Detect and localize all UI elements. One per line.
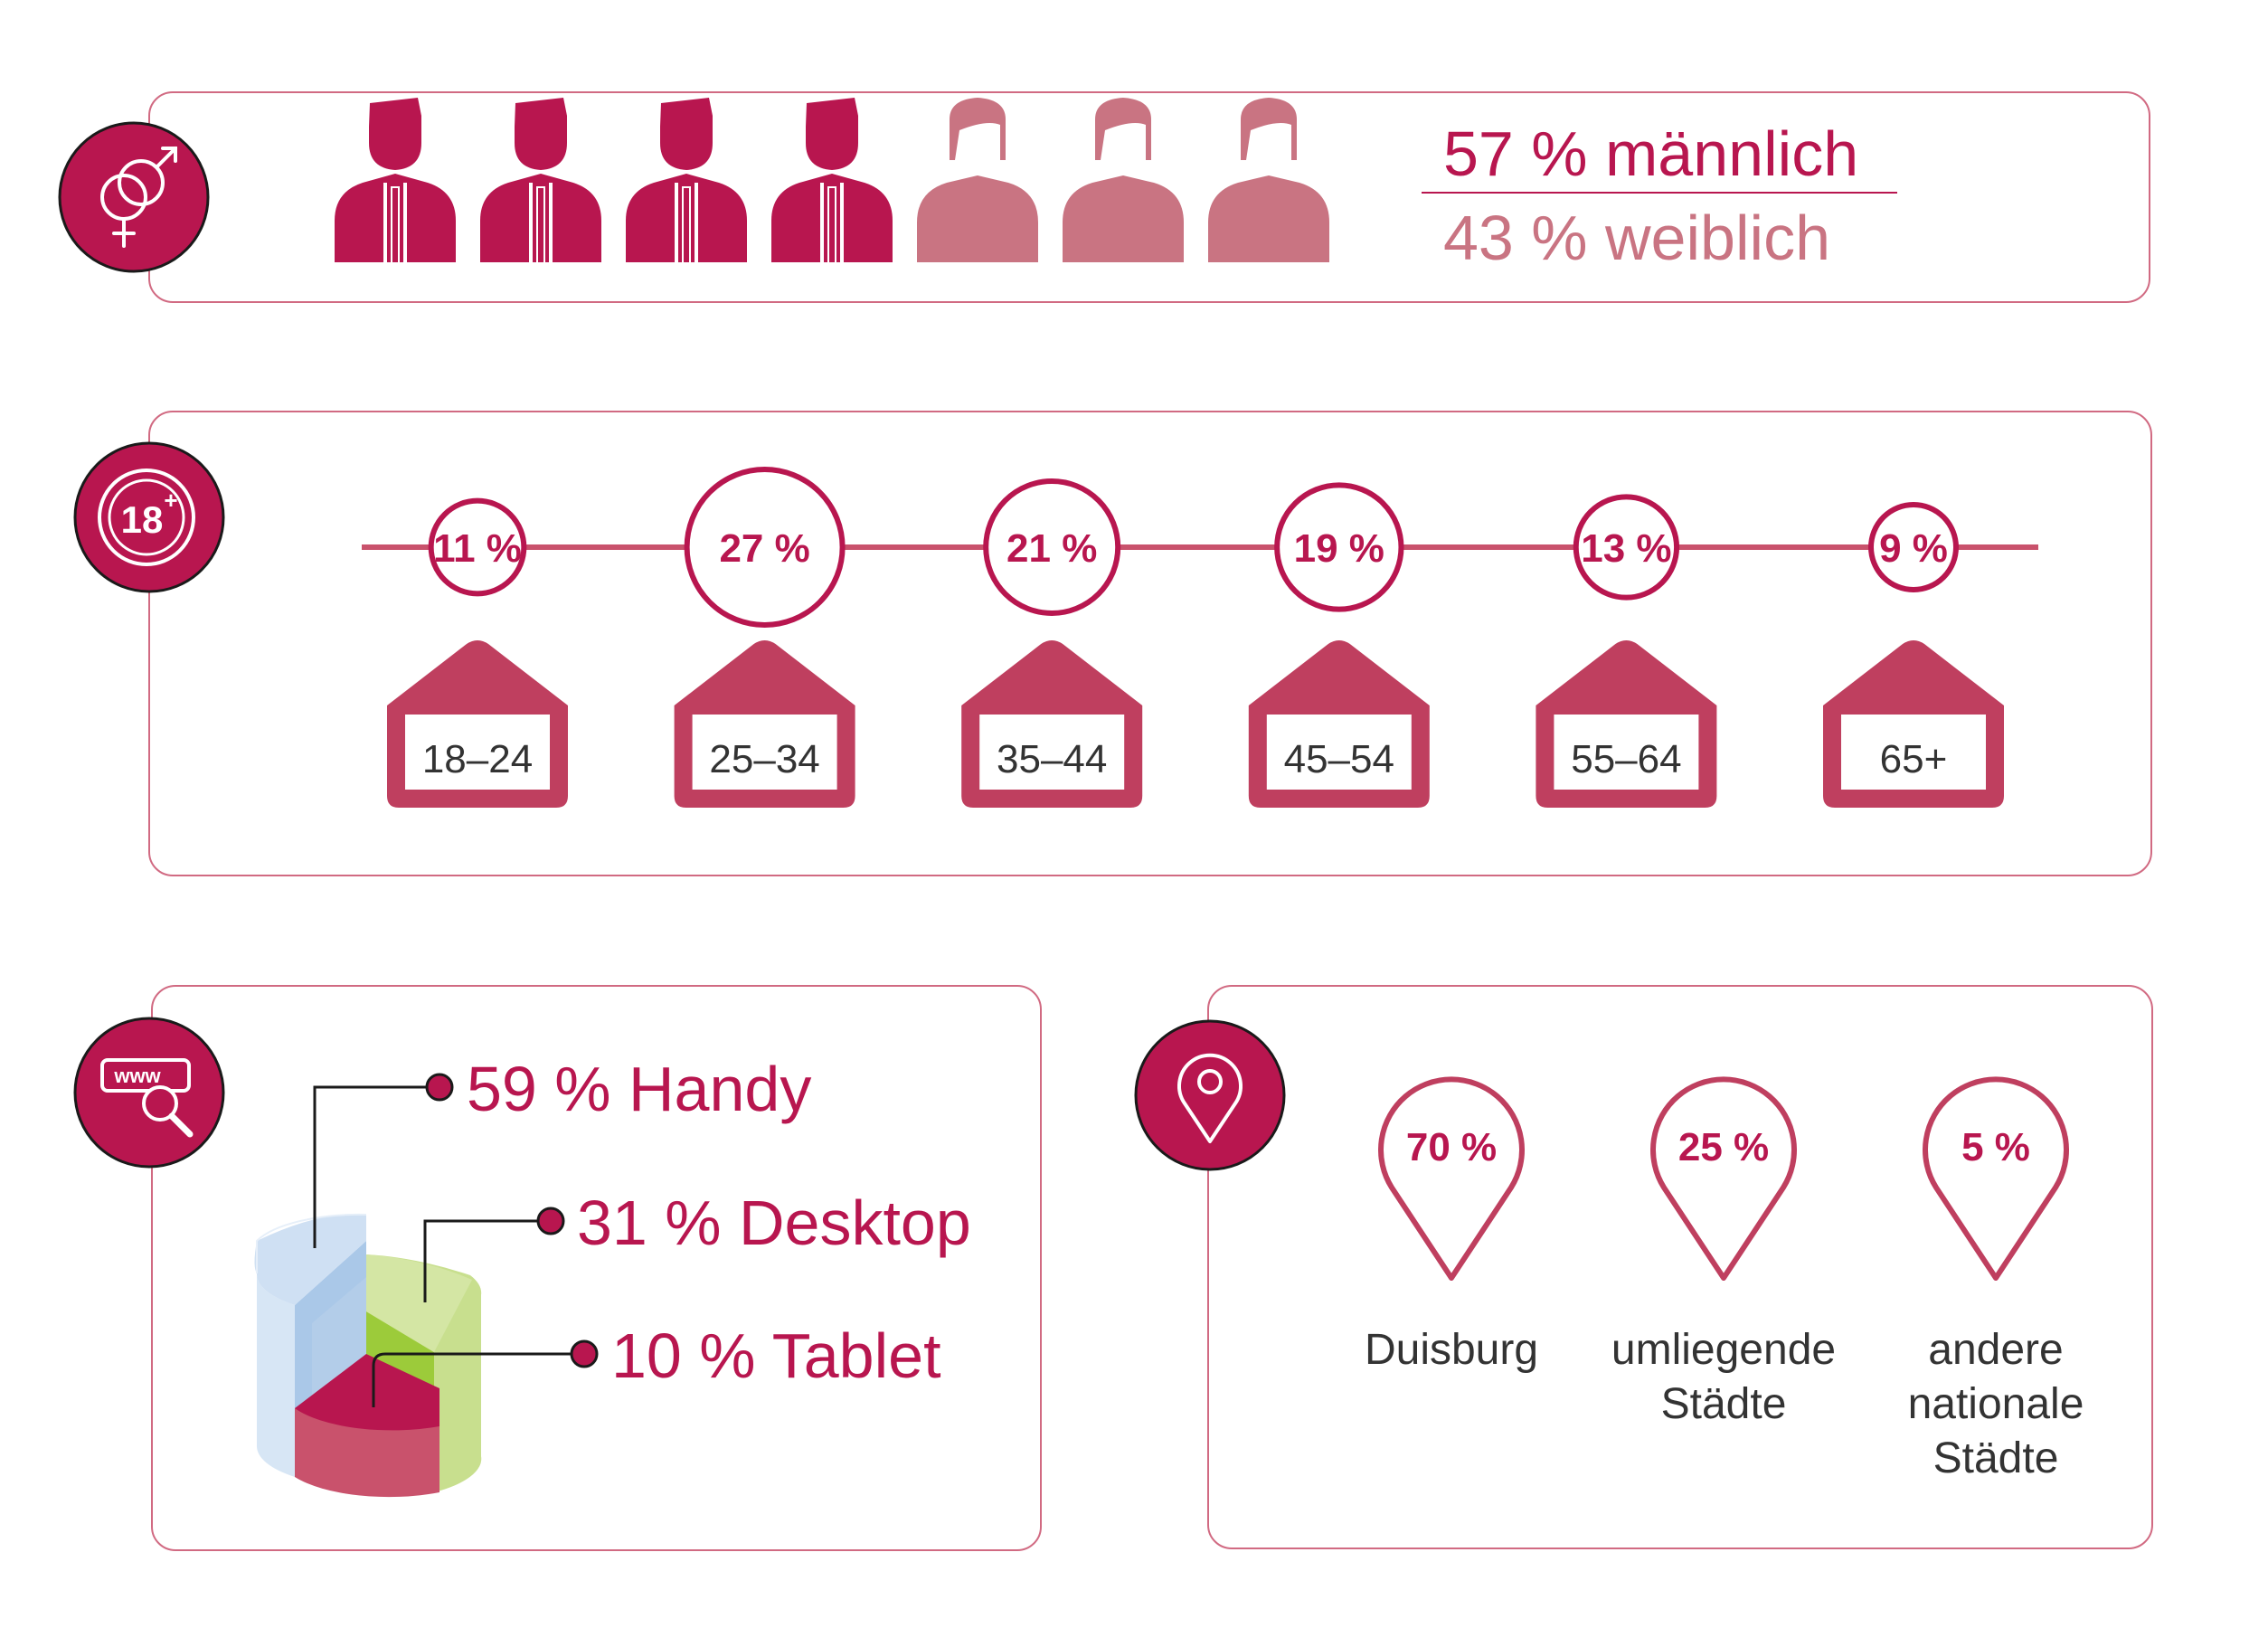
map-pin-icon	[1134, 1019, 1286, 1171]
age-group: 21 % 35–44	[961, 478, 1143, 808]
age-group: 27 % 25–34	[674, 467, 855, 808]
age-tag-window	[1554, 715, 1699, 790]
tablet-label: 10 % Tablet	[611, 1320, 941, 1391]
leader-line-tablet	[372, 1352, 581, 1407]
age-tag-window	[692, 715, 837, 790]
age-range-label: 65+	[1880, 737, 1948, 781]
age-range-label: 45–54	[1284, 737, 1394, 781]
gender-pictogram	[335, 98, 1329, 262]
eighteen-plus-icon: 18 +	[73, 441, 225, 593]
female-person-icon	[1063, 98, 1184, 262]
age-group: 9 % 65+	[1823, 502, 2004, 808]
age-share-label: 27 %	[719, 526, 809, 571]
age-share-circle	[684, 467, 846, 628]
age-range-label: 25–34	[709, 737, 819, 781]
svg-text:18: 18	[121, 498, 164, 541]
location-pin-shape	[1923, 1076, 2069, 1281]
location-pin: 5 % andere nationale Städte	[1908, 1076, 2084, 1482]
age-tag-window	[1266, 715, 1412, 790]
age-share-label: 11 %	[433, 526, 522, 571]
location-name: Städte	[1933, 1434, 2059, 1482]
male-share-label: 57 % männlich	[1443, 118, 1858, 189]
age-share-label: 9 %	[1879, 526, 1948, 571]
age-range-label: 55–64	[1571, 737, 1681, 781]
leader-line-desktop	[423, 1219, 547, 1302]
age-share-circle	[1573, 494, 1680, 601]
male-person-icon	[335, 98, 456, 262]
age-tag-window	[405, 715, 550, 790]
svg-text:www: www	[113, 1065, 161, 1087]
location-share-label: 25 %	[1678, 1125, 1769, 1169]
age-share-circle	[1274, 482, 1404, 612]
location-name: Städte	[1661, 1380, 1787, 1428]
location-distribution: 70 % Duisburg 25 % umliegende Städte 5 % ander…	[1365, 1076, 2084, 1482]
age-share-circle	[983, 478, 1121, 616]
location-name: Duisburg	[1365, 1326, 1538, 1374]
age-tag-window	[1841, 715, 1986, 790]
device-panel	[151, 985, 1042, 1551]
female-person-icon	[1208, 98, 1329, 262]
leader-dot-desktop	[536, 1207, 565, 1235]
location-share-label: 70 %	[1406, 1125, 1497, 1169]
leader-line-handy	[313, 1085, 436, 1248]
location-pin: 25 % umliegende Städte	[1611, 1076, 1836, 1428]
age-group: 13 % 55–64	[1536, 494, 1717, 808]
male-person-icon	[480, 98, 601, 262]
age-panel	[148, 411, 2152, 876]
age-share-circle	[428, 497, 527, 597]
location-pin-shape	[1378, 1076, 1525, 1281]
leader-dot-handy	[425, 1073, 454, 1102]
location-section: 70 % Duisburg 25 % umliegende Städte 5 % ander…	[1134, 985, 2153, 1549]
device-pie	[254, 1073, 599, 1498]
device-section: www	[73, 985, 1042, 1551]
female-person-icon	[917, 98, 1038, 262]
location-name: nationale	[1908, 1380, 2084, 1428]
location-share-label: 5 %	[1961, 1125, 2030, 1169]
age-share-label: 19 %	[1294, 526, 1384, 571]
male-person-icon	[626, 98, 747, 262]
age-distribution: 11 % 18–24 27 % 25–34 21 % 35–44 19 % 45–54 13 %…	[387, 467, 2004, 808]
age-range-label: 35–44	[997, 737, 1107, 781]
pie-slice-tablet	[295, 1354, 439, 1498]
age-share-label: 13 %	[1581, 526, 1671, 571]
desktop-label: 31 % Desktop	[577, 1188, 971, 1258]
age-share-circle	[1868, 502, 1959, 592]
male-person-icon	[771, 98, 893, 262]
location-pin-shape	[1650, 1076, 1797, 1281]
svg-text:+: +	[164, 487, 177, 514]
age-section: 18 + 11 % 18–24 27 % 25–34 21 % 35–44 19 % 45–5…	[73, 411, 2152, 876]
www-search-icon: www	[73, 1017, 225, 1169]
location-name: andere	[1928, 1326, 2063, 1374]
location-pin: 70 % Duisburg	[1365, 1076, 1538, 1374]
location-name: umliegende	[1611, 1326, 1836, 1374]
age-range-label: 18–24	[422, 737, 533, 781]
gender-symbols-icon	[58, 121, 210, 273]
handy-label: 59 % Handy	[467, 1054, 811, 1124]
female-share-label: 43 % weiblich	[1443, 203, 1830, 273]
age-group: 19 % 45–54	[1248, 482, 1430, 808]
gender-section: 57 % männlich 43 % weiblich	[58, 91, 2150, 303]
age-share-label: 21 %	[1006, 526, 1097, 571]
leader-dot-tablet	[570, 1339, 599, 1368]
age-tag-window	[979, 715, 1125, 790]
location-panel	[1207, 985, 2153, 1549]
age-group: 11 % 18–24	[387, 497, 568, 808]
